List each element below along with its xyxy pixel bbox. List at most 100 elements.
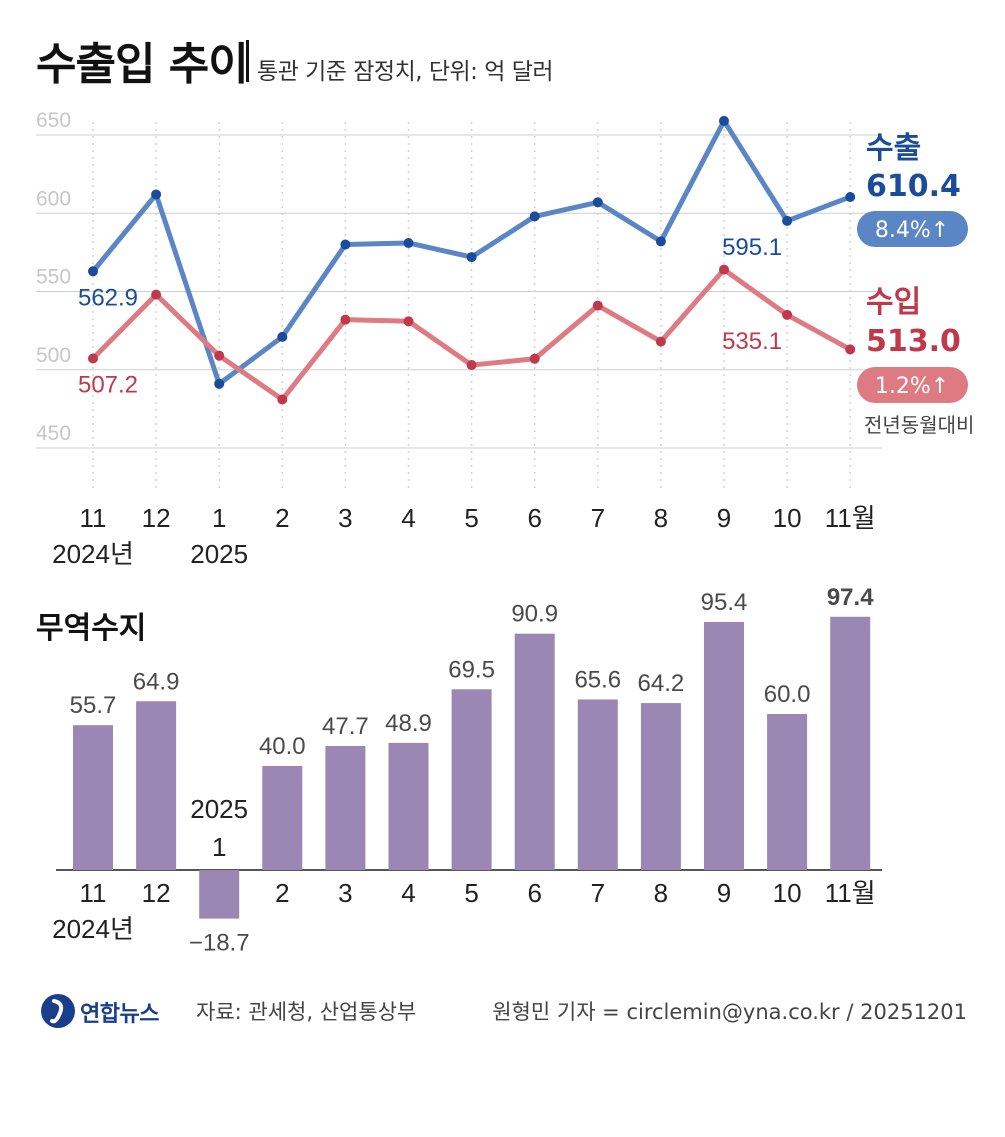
bar-value-label: 97.4 (827, 584, 874, 611)
bar-x-axis-label: 9 (717, 878, 731, 908)
point-label: 507.2 (78, 371, 138, 398)
bar (388, 742, 429, 870)
bar-value-label: 65.6 (574, 666, 621, 693)
data-point (592, 197, 603, 208)
bar-x-axis-label: 12 (142, 878, 171, 908)
bar-x-axis-label: 7 (591, 878, 605, 908)
bar-x-axis-year-label: 2025 (190, 794, 248, 824)
bar (262, 766, 303, 870)
bar (514, 633, 555, 870)
bar (767, 714, 808, 870)
bar-x-axis-label: 4 (401, 878, 415, 908)
x-axis-label: 11 (80, 503, 107, 533)
line-chart-grid (36, 122, 882, 492)
x-axis-label: 7 (591, 503, 605, 533)
bar (577, 699, 618, 870)
bar-value-label: −18.7 (189, 930, 250, 957)
bar-value-label: 47.7 (322, 713, 369, 740)
data-point (151, 189, 162, 200)
x-axis-year-label: 2024년 (52, 539, 134, 569)
bar (325, 745, 366, 870)
bar-chart-bars (56, 616, 882, 919)
bar-value-label: 95.4 (701, 589, 748, 616)
x-axis-label: 12 (142, 503, 171, 533)
data-point (214, 350, 225, 361)
page-subtitle: 통관 기준 잠정치, 단위: 억 달러 (257, 59, 554, 85)
legend-export-value: 610.4 (866, 169, 961, 204)
point-label: 562.9 (78, 284, 138, 311)
bar-x-axis-label: 5 (464, 878, 478, 908)
footer-brand: 연합뉴스 (80, 1002, 159, 1027)
legend-export-change-badge (857, 211, 968, 247)
footer-source: 자료: 관세청, 산업통상부 (196, 1000, 417, 1024)
x-axis-label: 3 (338, 503, 352, 533)
bar-x-axis-label: 10 (773, 878, 802, 908)
bar-value-label: 55.7 (70, 692, 117, 719)
bar-x-axis-year-label: 2024년 (52, 914, 134, 944)
bar-value-label: 69.5 (448, 656, 495, 683)
data-point (655, 236, 666, 247)
bar-x-axis-label: 2 (275, 878, 289, 908)
y-tick-label: 500 (36, 344, 71, 367)
data-point (403, 316, 414, 327)
legend-import-value: 513.0 (866, 324, 961, 359)
bar-x-axis-label: 11 (80, 878, 107, 908)
legend-import-name: 수입 (866, 285, 921, 320)
line-chart-series (88, 115, 856, 405)
line-chart-point-labels: 562.9 507.2 595.1 535.1 (78, 234, 782, 399)
legend-import-change: 1.2%↑ (875, 374, 949, 399)
data-point (277, 394, 288, 405)
footer-credit: 원형민 기자 = circlemin@yna.co.kr / 20251201 (492, 1000, 967, 1024)
data-point (88, 353, 98, 364)
y-tick-label: 650 (36, 109, 71, 132)
yonhap-logo-icon (41, 994, 75, 1028)
y-tick-label: 450 (36, 422, 71, 445)
data-point (466, 252, 477, 263)
x-axis-label: 10 (773, 503, 802, 533)
point-label: 595.1 (722, 234, 782, 261)
bar-value-label: 40.0 (259, 733, 306, 760)
data-point (592, 300, 603, 311)
x-axis-label: 9 (717, 503, 731, 533)
x-axis-label: 5 (464, 503, 478, 533)
bar-chart-title: 무역수지 (36, 611, 146, 646)
data-point (340, 314, 351, 325)
page-title: 수출입 추이 (36, 39, 249, 90)
bar (199, 870, 240, 919)
y-tick-label: 550 (36, 266, 71, 289)
data-point (845, 191, 856, 202)
data-point (782, 215, 793, 226)
bar-x-axis-label: 11월 (825, 878, 876, 908)
data-point (214, 378, 225, 389)
x-axis-label: 11월 (825, 503, 876, 533)
bar-value-label: 90.9 (511, 601, 558, 628)
x-axis-year-label: 2025 (190, 539, 248, 569)
bar-chart-value-labels: 55.7 64.9 −18.7 40.0 47.7 48.9 69.5 90.9 65.6 64.… (70, 584, 875, 957)
bar-x-axis-label: 8 (654, 878, 668, 908)
bar (451, 689, 492, 870)
bar-value-label: 64.2 (638, 670, 685, 697)
bar-x-axis-label: 1 (212, 832, 226, 862)
data-point (719, 264, 729, 275)
data-point (529, 211, 540, 222)
data-point (466, 360, 477, 371)
bar (136, 701, 177, 870)
bar-x-axis-label: 6 (527, 878, 541, 908)
x-axis-label: 6 (527, 503, 541, 533)
x-axis-label: 1 (212, 503, 226, 533)
data-point (845, 344, 856, 355)
bar (704, 621, 744, 870)
x-axis-label: 4 (401, 503, 415, 533)
x-axis-label: 8 (654, 503, 668, 533)
title-divider (246, 40, 249, 82)
data-point (782, 309, 793, 320)
bar (830, 616, 871, 870)
bar-value-label: 48.9 (385, 710, 432, 737)
data-point (151, 289, 162, 300)
bar-value-label: 64.9 (133, 668, 180, 695)
bar (640, 703, 681, 870)
legend-export-change: 8.4%↑ (875, 218, 949, 243)
